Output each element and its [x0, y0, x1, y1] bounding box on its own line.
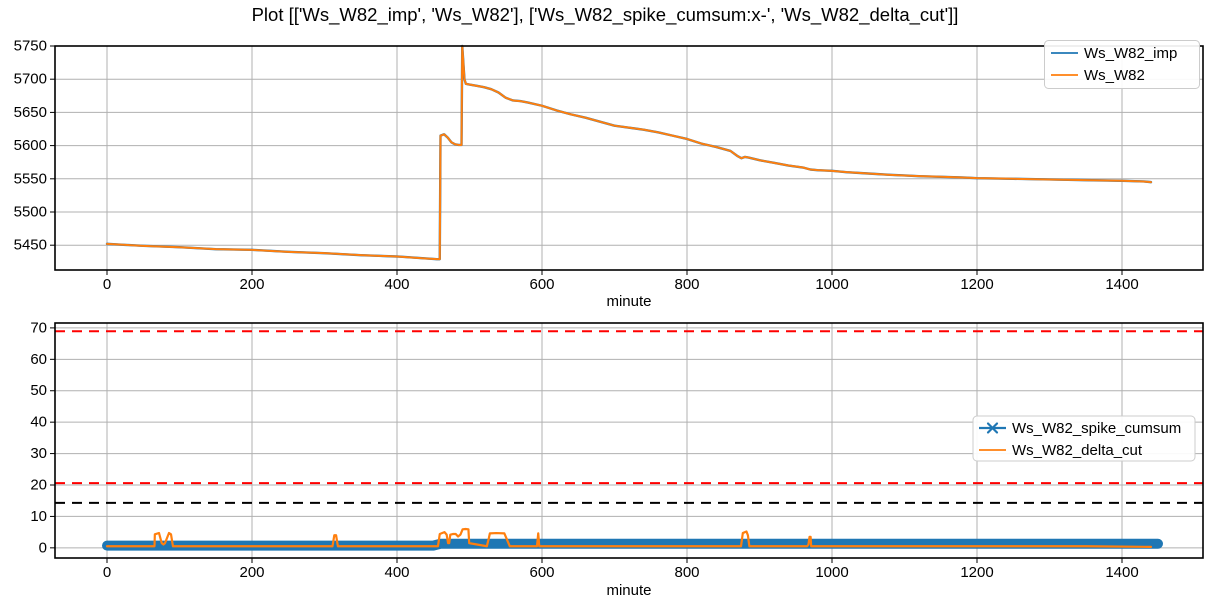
svg-text:5750: 5750: [14, 38, 47, 55]
svg-text:30: 30: [30, 445, 47, 462]
svg-text:5550: 5550: [14, 170, 47, 187]
svg-text:20: 20: [30, 477, 47, 494]
svg-text:Ws_W82_imp: Ws_W82_imp: [1084, 45, 1177, 62]
svg-text:600: 600: [529, 276, 554, 293]
svg-text:70: 70: [30, 319, 47, 336]
svg-text:50: 50: [30, 382, 47, 399]
svg-text:Ws_W82: Ws_W82: [1084, 67, 1145, 84]
svg-text:5500: 5500: [14, 204, 47, 221]
svg-text:0: 0: [103, 564, 111, 581]
svg-text:5650: 5650: [14, 104, 47, 121]
svg-text:minute: minute: [606, 582, 651, 599]
svg-text:400: 400: [384, 276, 409, 293]
svg-text:40: 40: [30, 414, 47, 431]
svg-text:minute: minute: [606, 293, 651, 310]
svg-text:60: 60: [30, 351, 47, 368]
svg-text:1000: 1000: [815, 564, 848, 581]
svg-text:1400: 1400: [1105, 276, 1138, 293]
svg-text:200: 200: [239, 276, 264, 293]
svg-text:1200: 1200: [960, 564, 993, 581]
svg-text:600: 600: [529, 564, 554, 581]
svg-text:10: 10: [30, 508, 47, 525]
svg-text:1000: 1000: [815, 276, 848, 293]
svg-text:5700: 5700: [14, 71, 47, 88]
svg-text:5600: 5600: [14, 137, 47, 154]
svg-text:1200: 1200: [960, 276, 993, 293]
svg-text:0: 0: [103, 276, 111, 293]
svg-text:800: 800: [674, 276, 699, 293]
svg-text:5450: 5450: [14, 237, 47, 254]
svg-text:0: 0: [39, 539, 47, 556]
svg-text:Ws_W82_delta_cut: Ws_W82_delta_cut: [1012, 442, 1143, 459]
svg-text:200: 200: [239, 564, 264, 581]
svg-text:400: 400: [384, 564, 409, 581]
svg-text:Ws_W82_spike_cumsum: Ws_W82_spike_cumsum: [1012, 420, 1181, 437]
svg-text:1400: 1400: [1105, 564, 1138, 581]
svg-text:Plot [['Ws_W82_imp', 'Ws_W82']: Plot [['Ws_W82_imp', 'Ws_W82'], ['Ws_W82…: [252, 4, 959, 26]
svg-text:800: 800: [674, 564, 699, 581]
